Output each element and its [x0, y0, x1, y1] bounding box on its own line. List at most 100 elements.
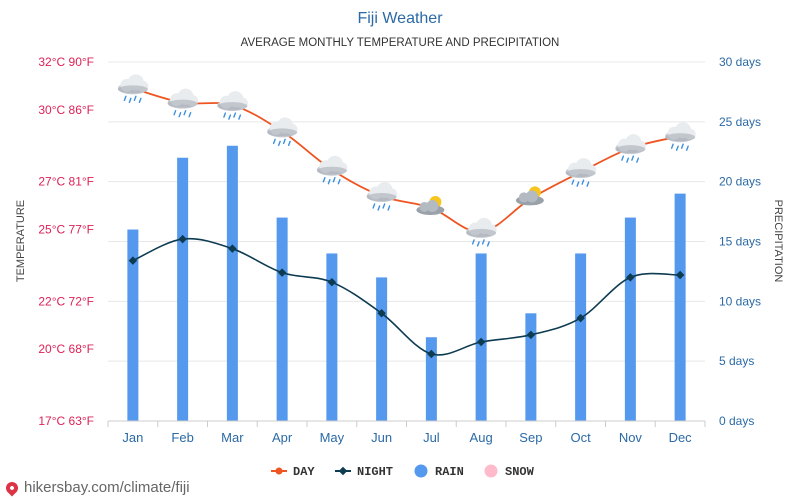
rain-drop	[223, 112, 227, 118]
rain-bar-may	[326, 253, 338, 421]
rain-drop	[382, 203, 386, 209]
legend-item-rain: RAIN	[414, 464, 464, 479]
night-line	[128, 234, 685, 359]
rain-drop	[631, 155, 635, 161]
rain-drop	[576, 181, 580, 187]
rain-drop	[377, 205, 381, 211]
category-label-jan: Jan	[122, 430, 143, 445]
partly-cloudy-icon	[416, 195, 445, 215]
rain-drop	[581, 179, 585, 185]
rain-drop	[272, 138, 276, 145]
rain-drop	[372, 203, 376, 209]
rain-drop	[471, 239, 475, 245]
grid-lines	[108, 61, 705, 362]
category-label-nov: Nov	[619, 430, 643, 445]
left-tick-label: 20°C 68°F	[38, 342, 94, 356]
night-point-aug	[476, 337, 486, 347]
cloud-shade	[615, 145, 646, 154]
rain-drop	[586, 181, 590, 187]
rain-drop	[571, 179, 575, 185]
chart-title: Fiji Weather	[357, 10, 443, 27]
rain-cloud-icon	[366, 182, 398, 211]
x-axis: Jan Feb Mar Apr May Jun Jul Aug Sep Oct Nov Dec	[107, 420, 706, 445]
rain-cloud-icon	[316, 155, 348, 185]
legend-label-day: DAY	[293, 465, 315, 479]
legend-swatch-dot	[414, 464, 428, 478]
right-tick-label: 20 days	[719, 175, 761, 189]
rain-bars	[127, 145, 686, 421]
rain-drop	[287, 140, 291, 147]
rain-drop	[277, 140, 281, 147]
rain-bar-dec	[674, 193, 686, 421]
night-point-sep	[526, 330, 536, 340]
left-tick-label: 17°C 63°F	[38, 414, 94, 428]
rain-cloud-icon	[217, 91, 248, 120]
rain-drop	[680, 143, 684, 149]
footer-link[interactable]: hikersbay.com/climate/fiji	[3, 479, 190, 496]
rain-drop	[238, 114, 242, 120]
night-point-may	[327, 277, 337, 287]
category-label-sep: Sep	[519, 430, 542, 445]
rain-bar-oct	[575, 253, 587, 421]
left-tick-label: 30°C 86°F	[38, 103, 94, 117]
rain-drop	[675, 145, 679, 151]
night-point-jul	[427, 349, 436, 359]
night-point-apr	[277, 268, 287, 277]
night-point-oct	[576, 313, 585, 323]
day-line-path	[132, 87, 681, 233]
cloud-shade	[117, 85, 148, 94]
rain-bar-jan	[127, 229, 139, 421]
right-axis-ticks: 0 days 5 days 10 days 15 days 20 days 25 days…	[719, 55, 761, 428]
rain-drop	[133, 95, 137, 102]
rain-drop	[183, 109, 187, 116]
legend-label-night: NIGHT	[357, 465, 393, 479]
category-label-mar: Mar	[221, 430, 244, 445]
rain-drop	[178, 111, 182, 118]
left-tick-label: 22°C 72°F	[38, 294, 94, 308]
rain-drop	[188, 111, 192, 118]
left-axis-label: TEMPERATURE	[15, 200, 27, 282]
category-label-feb: Feb	[171, 430, 193, 445]
night-point-feb	[178, 234, 187, 244]
night-point-mar	[228, 244, 237, 253]
rain-cloud-icon	[167, 88, 199, 118]
category-label-oct: Oct	[571, 430, 592, 445]
day-line	[129, 85, 684, 235]
right-tick-label: 25 days	[719, 115, 761, 129]
category-label-may: May	[320, 430, 345, 445]
rain-cloud-icon	[466, 217, 497, 247]
rain-drop	[282, 138, 286, 145]
rain-drop	[327, 178, 331, 185]
left-tick-label: 25°C 77°F	[38, 223, 94, 237]
legend-item-night: NIGHT	[335, 465, 393, 479]
rain-drop	[322, 176, 326, 183]
rain-bar-mar	[226, 145, 238, 421]
rain-drop	[387, 205, 391, 211]
cloud-shade	[316, 166, 347, 175]
cloud-shape	[426, 199, 439, 212]
cloud-shade	[665, 133, 696, 142]
category-label-dec: Dec	[669, 430, 693, 445]
left-axis-ticks: 17°C 63°F 20°C 68°F 22°C 72°F 25°C 77°F 27°C…	[38, 55, 94, 428]
cloud-shade	[217, 102, 248, 111]
night-point-jan	[128, 256, 138, 265]
rain-cloud-icon	[267, 117, 298, 147]
weather-icons	[117, 74, 696, 247]
category-label-jul: Jul	[423, 430, 440, 445]
rain-drop	[337, 178, 341, 185]
right-axis-label: PRECIPITATION	[772, 200, 784, 283]
cloud-shade	[565, 169, 596, 178]
rain-cloud-icon	[615, 134, 646, 163]
rain-drop	[128, 97, 132, 104]
footer-text: hikersbay.com/climate/fiji	[24, 479, 190, 496]
cloud-shape	[525, 190, 538, 203]
legend: DAY NIGHT RAIN SNOW	[271, 464, 535, 479]
night-point-nov	[626, 273, 635, 282]
right-tick-label: 30 days	[719, 55, 761, 69]
rain-bar-aug	[475, 253, 487, 421]
legend-swatch-marker	[275, 467, 283, 475]
right-tick-label: 15 days	[719, 235, 761, 249]
category-label-aug: Aug	[470, 430, 493, 445]
location-pin-icon	[3, 479, 21, 496]
